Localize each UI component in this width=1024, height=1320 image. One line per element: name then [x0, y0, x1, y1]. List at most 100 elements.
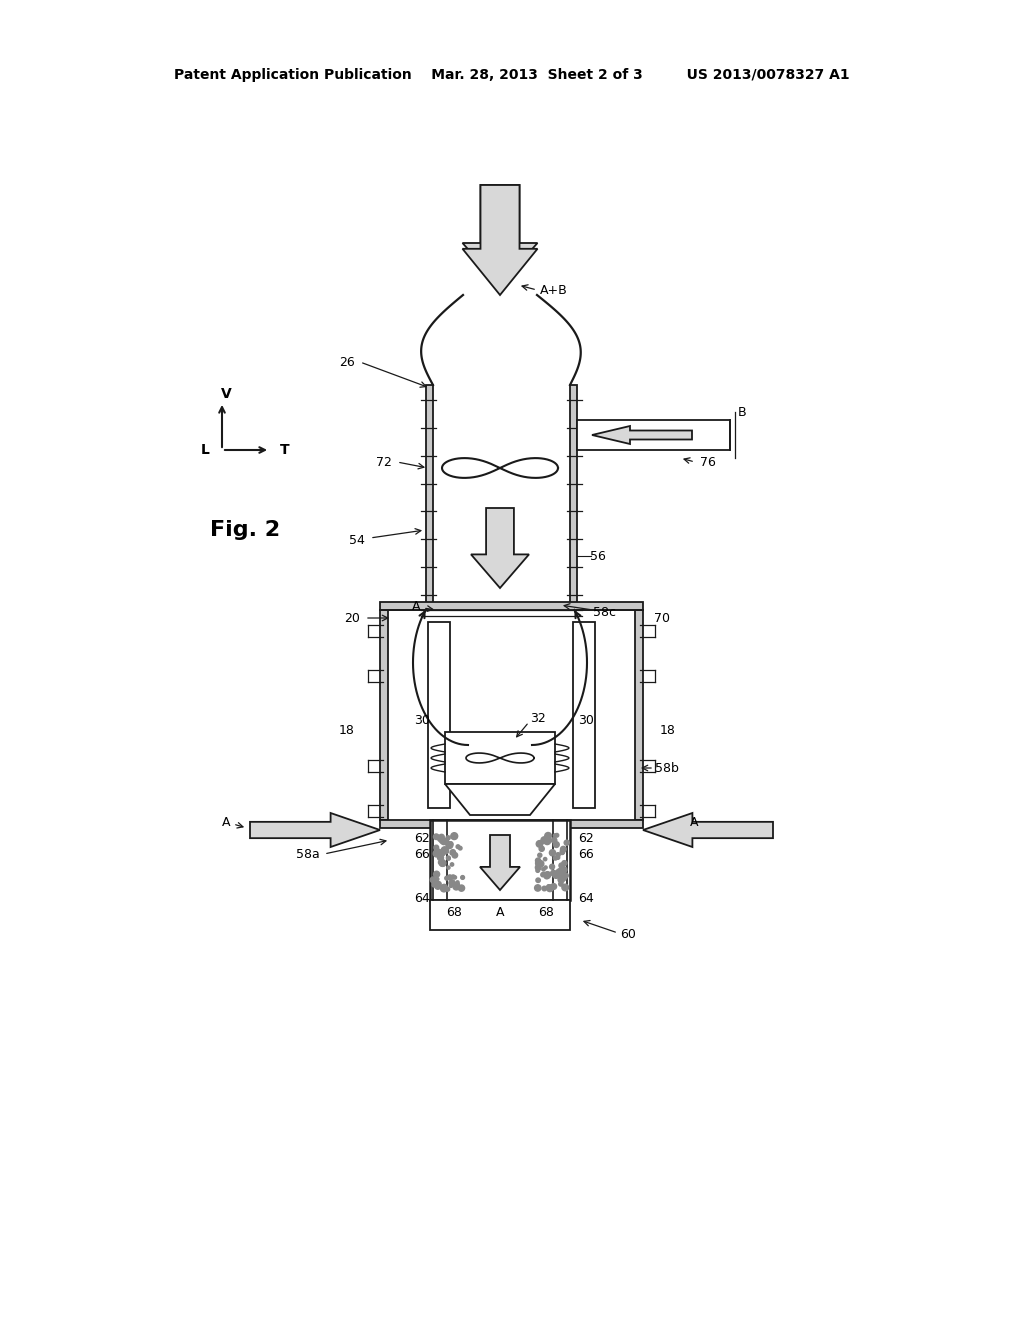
Polygon shape — [643, 813, 773, 847]
Circle shape — [445, 887, 450, 891]
Text: 26: 26 — [339, 355, 355, 368]
Text: 32: 32 — [530, 711, 546, 725]
Text: 30: 30 — [414, 714, 430, 726]
Circle shape — [560, 851, 564, 854]
Circle shape — [461, 875, 465, 879]
Circle shape — [441, 884, 447, 890]
Polygon shape — [592, 426, 692, 444]
Circle shape — [454, 875, 457, 879]
Circle shape — [553, 871, 559, 878]
Circle shape — [535, 884, 541, 891]
Circle shape — [450, 842, 453, 845]
Text: 68: 68 — [538, 906, 554, 919]
Circle shape — [443, 840, 449, 845]
Circle shape — [430, 876, 436, 883]
Circle shape — [536, 861, 540, 865]
Circle shape — [450, 842, 453, 846]
Circle shape — [560, 849, 565, 854]
Text: 20: 20 — [344, 611, 360, 624]
Circle shape — [446, 866, 450, 869]
Circle shape — [450, 884, 453, 887]
Circle shape — [436, 882, 441, 887]
Circle shape — [440, 884, 447, 892]
Circle shape — [541, 837, 548, 843]
Circle shape — [544, 838, 551, 845]
Polygon shape — [463, 185, 538, 285]
Circle shape — [563, 873, 568, 878]
Bar — [570, 385, 577, 610]
Circle shape — [449, 880, 455, 886]
Circle shape — [556, 870, 560, 874]
Circle shape — [439, 861, 445, 866]
Circle shape — [556, 853, 560, 857]
Circle shape — [459, 846, 462, 850]
Circle shape — [551, 883, 557, 890]
Circle shape — [435, 883, 441, 890]
Circle shape — [562, 884, 568, 891]
Circle shape — [456, 845, 460, 849]
Circle shape — [564, 840, 569, 845]
Text: 18: 18 — [339, 723, 355, 737]
Circle shape — [536, 878, 541, 883]
Circle shape — [559, 882, 563, 886]
Polygon shape — [471, 508, 529, 587]
Circle shape — [446, 836, 451, 840]
Circle shape — [554, 834, 557, 837]
Bar — [430, 900, 570, 931]
Polygon shape — [480, 836, 520, 890]
Bar — [445, 733, 555, 784]
Bar — [577, 420, 730, 450]
Text: 58b: 58b — [655, 762, 679, 775]
Circle shape — [562, 867, 566, 873]
Circle shape — [550, 850, 556, 855]
Text: 70: 70 — [654, 611, 670, 624]
Circle shape — [432, 880, 437, 886]
Circle shape — [547, 884, 550, 888]
Circle shape — [560, 873, 566, 879]
Circle shape — [451, 833, 458, 840]
Circle shape — [551, 870, 556, 876]
Circle shape — [553, 857, 557, 861]
Circle shape — [436, 836, 441, 840]
Circle shape — [542, 873, 546, 876]
Text: L: L — [201, 444, 210, 457]
Polygon shape — [250, 813, 380, 847]
Bar — [635, 610, 643, 820]
Circle shape — [537, 841, 543, 847]
Circle shape — [562, 861, 567, 866]
Circle shape — [450, 882, 455, 886]
Circle shape — [436, 849, 441, 854]
Circle shape — [443, 849, 449, 854]
Circle shape — [561, 867, 567, 873]
Circle shape — [459, 884, 465, 891]
Circle shape — [435, 878, 439, 880]
Circle shape — [441, 846, 447, 853]
Circle shape — [545, 833, 552, 840]
Circle shape — [544, 874, 550, 879]
Circle shape — [452, 853, 458, 858]
Circle shape — [539, 846, 545, 851]
Circle shape — [550, 865, 555, 869]
Circle shape — [439, 837, 445, 843]
Text: 30: 30 — [578, 714, 594, 726]
Circle shape — [538, 861, 544, 867]
Circle shape — [536, 869, 540, 873]
Circle shape — [555, 833, 559, 837]
Circle shape — [547, 884, 553, 891]
Circle shape — [560, 846, 566, 851]
Text: 60: 60 — [620, 928, 636, 941]
Circle shape — [536, 865, 541, 870]
Circle shape — [451, 850, 456, 854]
Text: 72: 72 — [376, 455, 392, 469]
Circle shape — [446, 842, 453, 849]
Circle shape — [438, 837, 442, 841]
Circle shape — [560, 869, 565, 874]
Circle shape — [451, 863, 454, 866]
Circle shape — [451, 851, 454, 855]
Circle shape — [437, 854, 443, 861]
Circle shape — [538, 853, 542, 857]
Bar — [430, 820, 570, 900]
Text: 66: 66 — [578, 849, 594, 862]
Circle shape — [536, 858, 541, 863]
Text: 58a: 58a — [296, 849, 319, 862]
